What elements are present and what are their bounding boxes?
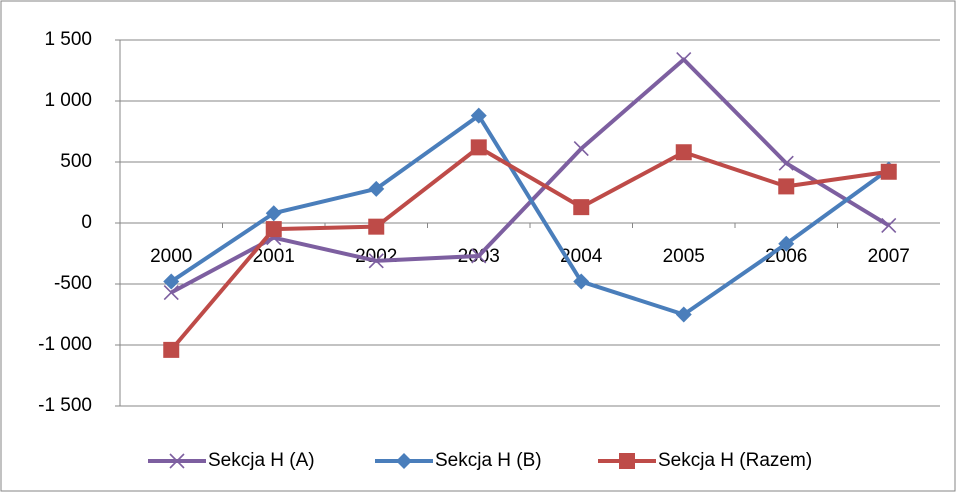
data-point (778, 235, 795, 252)
data-point (163, 284, 179, 301)
data-point (368, 218, 385, 235)
series-line (170, 113, 890, 317)
data-point (470, 139, 487, 156)
data-point (470, 107, 487, 124)
legend-marker (396, 453, 412, 469)
data-point (573, 273, 590, 290)
data-point (675, 306, 692, 323)
data-point (778, 155, 794, 171)
data-point (265, 205, 282, 222)
legend: Sekcja H (A) Sekcja H (B) Sekcja H (Razem) (148, 450, 812, 471)
data-point (163, 341, 180, 358)
x-tick-label: 2007 (868, 246, 910, 267)
data-point (880, 163, 897, 180)
legend-label: Sekcja H (A) (208, 450, 315, 471)
data-point (471, 248, 487, 264)
legend-marker (619, 453, 635, 469)
series-line (169, 145, 890, 352)
y-tick-label: 1 500 (44, 29, 92, 50)
legend-label: Sekcja H (B) (435, 450, 542, 471)
data-point (573, 141, 589, 157)
x-tick-label: 2005 (663, 246, 705, 267)
y-tick-label: 500 (60, 151, 92, 172)
legend-marker (169, 453, 185, 469)
data-point (778, 178, 795, 195)
data-point (265, 221, 282, 238)
data-point (368, 180, 385, 197)
data-point (881, 217, 897, 234)
data-point (163, 273, 180, 290)
y-tick-label: -1 500 (38, 395, 92, 416)
x-tick-label: 2001 (253, 246, 295, 267)
y-tick-label: -500 (54, 273, 92, 294)
legend-label: Sekcja H (Razem) (658, 450, 812, 471)
data-point (676, 51, 692, 68)
data-point (573, 199, 590, 216)
y-tick-label: -1 000 (38, 334, 92, 355)
x-tick-label: 2000 (150, 246, 192, 267)
data-point (675, 144, 692, 161)
y-tick-label: 0 (81, 212, 92, 233)
data-point (368, 253, 384, 269)
y-tick-label: 1 000 (44, 90, 92, 111)
